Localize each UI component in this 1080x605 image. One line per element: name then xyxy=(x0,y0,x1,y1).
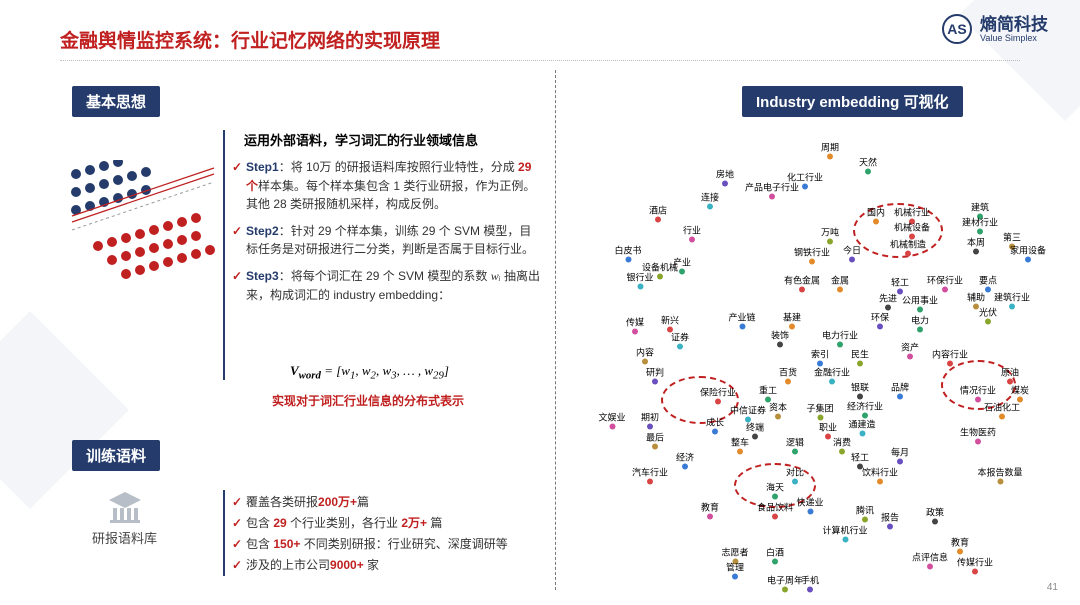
scatter-node: 计算机行业 xyxy=(822,527,867,550)
corpus-item: 包含 29 个行业类别，各行业 2万+ 篇 xyxy=(232,513,542,534)
scatter-node: 品牌 xyxy=(891,384,909,407)
scatter-node: 家用设备 xyxy=(1010,247,1046,270)
scatter-node: 酒店 xyxy=(649,207,667,230)
scatter-node: 建筑行业 xyxy=(994,294,1030,317)
corpus-item: 覆盖各类研报200万+篇 xyxy=(232,492,542,513)
corpus-list: 覆盖各类研报200万+篇包含 29 个行业类别，各行业 2万+ 篇包含 150+… xyxy=(232,492,542,576)
accent-bar-top xyxy=(223,130,225,380)
scatter-node: 消费 xyxy=(833,439,851,462)
divider-horizontal xyxy=(60,60,1020,61)
scatter-node: 电力 xyxy=(911,317,929,340)
scatter-node: 周期 xyxy=(821,144,839,167)
scatter-node: 今日 xyxy=(843,247,861,270)
corpus-icon: 研报语料库 xyxy=(92,490,157,547)
scatter-node: 天然 xyxy=(859,159,877,182)
scatter-node: 通建造 xyxy=(848,421,875,444)
scatter-node: 证券 xyxy=(671,334,689,357)
section-header-visualization: Industry embedding 可视化 xyxy=(742,86,963,117)
scatter-node: 国内 xyxy=(867,209,885,232)
scatter-node: 快递业 xyxy=(796,499,823,522)
idea-heading: 运用外部语料，学习词汇的行业领域信息 xyxy=(244,130,478,149)
scatter-node: 对比 xyxy=(786,469,804,492)
scatter-node: 教育 xyxy=(701,504,719,527)
scatter-node: 有色金属 xyxy=(784,277,820,300)
scatter-node: 内容行业 xyxy=(932,351,968,374)
scatter-node: 产品电子行业 xyxy=(745,184,799,207)
scatter-node: 环保 xyxy=(871,314,889,337)
divider-vertical xyxy=(555,70,556,590)
corpus-item: 包含 150+ 不同类别研报：行业研究、深度调研等 xyxy=(232,534,542,555)
scatter-node: 金属 xyxy=(831,277,849,300)
scatter-node: 电子周年 xyxy=(767,577,803,600)
dot-diagram xyxy=(66,160,216,290)
scatter-node: 连接 xyxy=(701,194,719,217)
scatter-node: 金融行业 xyxy=(814,369,850,392)
scatter-node: 百货 xyxy=(779,369,797,392)
formula: Vword = [w1, w2, w3, … , w29] xyxy=(290,363,449,382)
scatter-node: 最后 xyxy=(646,434,664,457)
logo-mark: AS xyxy=(942,14,972,44)
step-item: Step1：将 10万 的研报语料库按照行业特性，分成 29 个样本集。每个样本… xyxy=(232,158,542,214)
scatter-node: 经济 xyxy=(676,454,694,477)
scatter-node: 点评信息 xyxy=(912,554,948,577)
corpus-icon-label: 研报语料库 xyxy=(92,528,157,547)
scatter-node: 政策 xyxy=(926,509,944,532)
scatter-node: 设备机械 xyxy=(642,264,678,287)
scatter-node: 研判 xyxy=(646,369,664,392)
scatter-node: 食品饮料 xyxy=(757,504,793,527)
scatter-node: 产业链 xyxy=(728,314,755,337)
scatter-node: 光伏 xyxy=(979,309,997,332)
scatter-node: 石油化工 xyxy=(984,404,1020,427)
scatter-node: 逻辑 xyxy=(786,439,804,462)
scatter-node: 行业 xyxy=(683,227,701,250)
logo: AS 熵简科技 Value Simplex xyxy=(942,14,1048,44)
scatter-node: 资本 xyxy=(769,404,787,427)
accent-bar-bottom xyxy=(223,490,225,576)
scatter-node: 管理 xyxy=(726,564,744,587)
scatter-node: 整车 xyxy=(731,439,749,462)
scatter-node: 报告 xyxy=(881,514,899,537)
page-number: 41 xyxy=(1047,582,1058,593)
scatter-node: 手机 xyxy=(801,577,819,600)
scatter-node: 本报告数量 xyxy=(977,469,1022,492)
section-header-basic-idea: 基本思想 xyxy=(72,86,160,117)
embedding-scatter: 周期天然房地化工行业产品电子行业酒店连接国内机械行业建筑行业万吨机械设备建材行业… xyxy=(580,130,1050,590)
scatter-node: 成长 xyxy=(706,419,724,442)
scatter-node: 机械制造 xyxy=(890,241,926,264)
steps-list: Step1：将 10万 的研报语料库按照行业特性，分成 29 个样本集。每个样本… xyxy=(232,158,542,312)
corpus-item: 涉及的上市公司9000+ 家 xyxy=(232,555,542,576)
scatter-node: 传媒行业 xyxy=(957,559,993,582)
highlight-line: 实现对于词汇行业信息的分布式表示 xyxy=(272,392,464,409)
scatter-node: 本周 xyxy=(967,239,985,262)
scatter-node: 装饰 xyxy=(771,332,789,355)
scatter-node: 文娱业 xyxy=(598,414,625,437)
scatter-node: 白酒 xyxy=(766,549,784,572)
scatter-node: 生物医药 xyxy=(960,429,996,452)
scatter-node: 资产 xyxy=(901,344,919,367)
scatter-node: 饮料行业 xyxy=(862,469,898,492)
scatter-node: 房地 xyxy=(716,171,734,194)
scatter-node: 传媒 xyxy=(626,319,644,342)
scatter-node: 白皮书 xyxy=(614,247,641,270)
logo-name: 熵简科技 xyxy=(980,16,1048,33)
scatter-node: 钢铁行业 xyxy=(794,249,830,272)
scatter-node: 汽车行业 xyxy=(632,469,668,492)
step-item: Step2：针对 29 个样本集，训练 29 个 SVM 模型，目标任务是对研报… xyxy=(232,222,542,259)
section-header-training-corpus: 训练语料 xyxy=(72,440,160,471)
logo-sub: Value Simplex xyxy=(980,33,1048,43)
slide-title: 金融舆情监控系统：行业记忆网络的实现原理 xyxy=(60,26,440,53)
scatter-node: 民生 xyxy=(851,351,869,374)
step-item: Step3：将每个词汇在 29 个 SVM 模型的系数 wᵢ 抽离出来，构成词汇… xyxy=(232,267,542,304)
